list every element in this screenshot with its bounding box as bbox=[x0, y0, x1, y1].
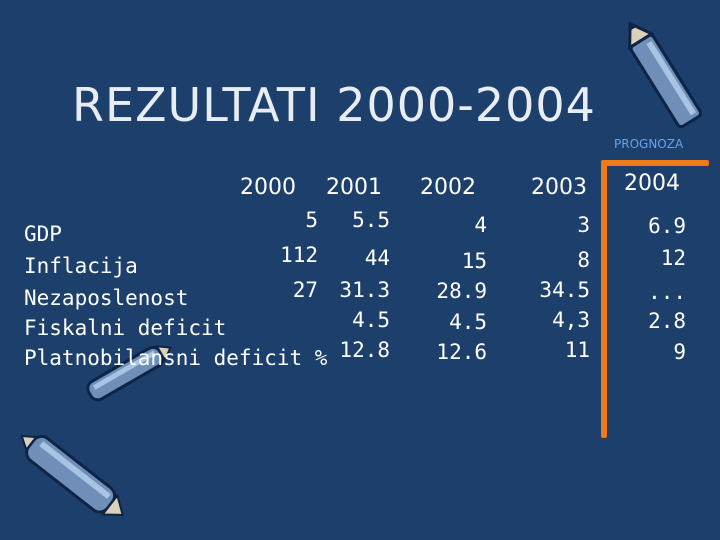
row-label-gdp: GDP bbox=[24, 222, 62, 246]
year-header-2002: 2002 bbox=[420, 175, 476, 200]
cell-nezaposlenost-2002: 28.9 bbox=[436, 279, 487, 303]
cell-gdp-2000: 5 bbox=[305, 208, 318, 232]
cell-fiskalni-deficit-2002: 4.5 bbox=[449, 310, 487, 334]
forecast-bracket-side bbox=[601, 160, 607, 438]
cell-inflacija-2000: 112 bbox=[280, 243, 318, 267]
row-label-platnobilansni-deficit: Platnobilansni deficit % bbox=[24, 346, 328, 370]
pencil-icon bbox=[628, 21, 703, 129]
row-label-nezaposlenost: Nezaposlenost bbox=[24, 286, 189, 310]
cell-nezaposlenost-2004: ... bbox=[648, 280, 686, 304]
cell-gdp-2001: 5.5 bbox=[352, 208, 390, 232]
year-header-2004: 2004 bbox=[624, 171, 680, 196]
cell-fiskalni-deficit-2003: 4,3 bbox=[552, 308, 590, 332]
year-header-2003: 2003 bbox=[531, 175, 587, 200]
cell-gdp-2004: 6.9 bbox=[648, 214, 686, 238]
crayon-icon bbox=[20, 434, 124, 516]
cell-platnobilansni-deficit-2001: 12.8 bbox=[339, 338, 390, 362]
cell-platnobilansni-deficit-2002: 12.6 bbox=[436, 340, 487, 364]
cell-inflacija-2001: 44 bbox=[364, 246, 390, 270]
cell-gdp-2002: 4 bbox=[474, 213, 487, 237]
cell-inflacija-2002: 15 bbox=[461, 249, 487, 273]
cell-gdp-2003: 3 bbox=[577, 213, 590, 237]
cell-platnobilansni-deficit-2004: 9 bbox=[673, 340, 686, 364]
cell-inflacija-2004: 12 bbox=[660, 246, 686, 270]
crayon-icon bbox=[86, 345, 172, 402]
year-header-2000: 2000 bbox=[240, 175, 296, 200]
cell-platnobilansni-deficit-2003: 11 bbox=[564, 338, 590, 362]
cell-nezaposlenost-2001: 31.3 bbox=[339, 278, 390, 302]
row-label-fiskalni-deficit: Fiskalni deficit bbox=[24, 316, 227, 340]
cell-inflacija-2003: 8 bbox=[577, 248, 590, 272]
cell-fiskalni-deficit-2001: 4.5 bbox=[352, 308, 390, 332]
row-label-inflacija: Inflacija bbox=[24, 254, 138, 278]
page-title: REZULTATI 2000-2004 bbox=[72, 78, 596, 132]
cell-nezaposlenost-2000: 27 bbox=[292, 278, 318, 302]
year-header-2001: 2001 bbox=[326, 175, 382, 200]
prognoza-label: PROGNOZA bbox=[614, 137, 684, 151]
cell-fiskalni-deficit-2004: 2.8 bbox=[648, 309, 686, 333]
cell-nezaposlenost-2003: 34.5 bbox=[539, 278, 590, 302]
forecast-bracket-top bbox=[601, 160, 709, 166]
